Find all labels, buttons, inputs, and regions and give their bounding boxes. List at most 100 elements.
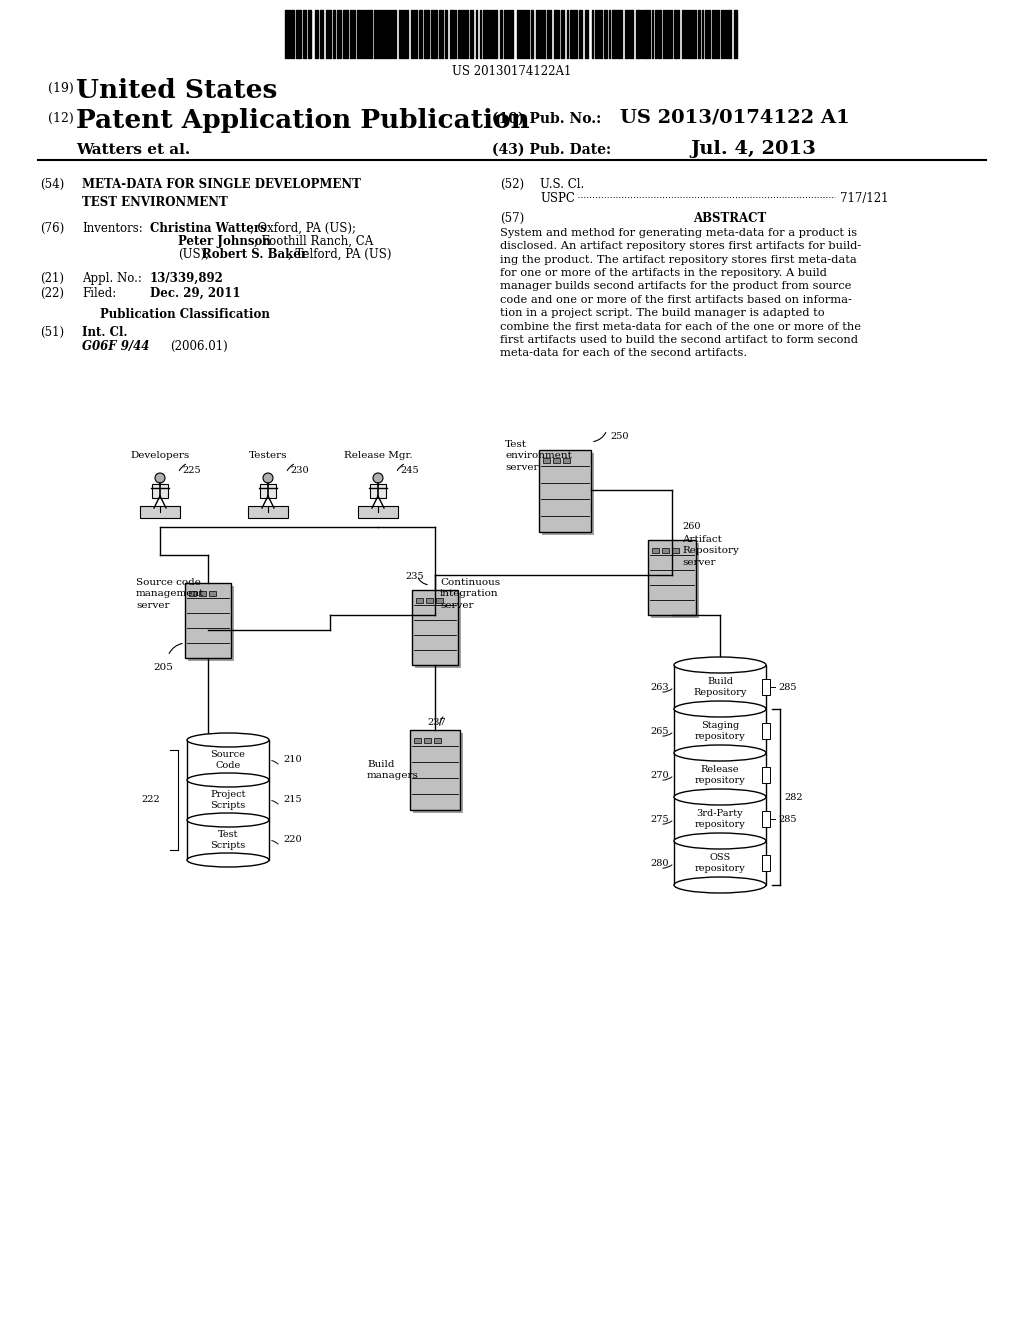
Bar [248,506,288,517]
Text: 265: 265 [650,726,669,735]
Text: 275: 275 [650,814,669,824]
Bar [187,820,269,861]
Text: (12): (12) [48,112,74,125]
Text: Filed:: Filed: [82,286,117,300]
Text: (22): (22) [40,286,63,300]
Text: Peter Johnson: Peter Johnson [178,235,271,248]
Text: Source
Code: Source Code [211,750,246,770]
FancyBboxPatch shape [412,590,458,665]
Bar [674,665,766,709]
Text: 285: 285 [778,682,797,692]
Bar [553,458,560,463]
Text: Christina Watters: Christina Watters [150,222,266,235]
Text: 235: 235 [406,572,424,581]
Bar [370,484,386,498]
Bar [426,598,433,602]
FancyBboxPatch shape [185,583,231,657]
Bar [358,506,398,517]
Ellipse shape [155,473,165,483]
Text: Jul. 4, 2013: Jul. 4, 2013 [690,140,816,158]
Ellipse shape [674,744,766,762]
Text: G06F 9/44: G06F 9/44 [82,341,150,352]
Text: 215: 215 [283,796,302,804]
Bar [674,709,766,752]
Ellipse shape [674,833,766,849]
Bar [140,506,180,517]
Ellipse shape [674,876,766,894]
Text: Publication Classification: Publication Classification [100,308,270,321]
FancyBboxPatch shape [648,540,696,615]
Text: 285: 285 [778,814,797,824]
FancyBboxPatch shape [415,593,461,668]
Text: 282: 282 [784,792,803,801]
Text: 270: 270 [650,771,669,780]
FancyBboxPatch shape [542,453,594,535]
Ellipse shape [187,813,269,828]
Text: U.S. Cl.: U.S. Cl. [540,178,585,191]
Text: (19): (19) [48,82,74,95]
Text: Robert S. Baker: Robert S. Baker [202,248,307,261]
Bar [187,780,269,820]
Text: (US);: (US); [178,248,209,261]
Text: ABSTRACT: ABSTRACT [693,213,767,224]
Bar [652,548,659,553]
FancyBboxPatch shape [651,543,699,618]
Text: Release Mgr.: Release Mgr. [344,451,413,459]
Bar [434,738,441,743]
Text: (57): (57) [500,213,524,224]
Text: Release
repository: Release repository [694,766,745,784]
Text: (52): (52) [500,178,524,191]
Bar [674,752,766,797]
Text: USPC: USPC [540,191,574,205]
Ellipse shape [187,853,269,867]
Text: US 20130174122A1: US 20130174122A1 [453,65,571,78]
Text: Test
Scripts: Test Scripts [210,830,246,850]
Bar [414,738,421,743]
Text: 250: 250 [610,432,629,441]
Bar [436,598,443,602]
Text: 220: 220 [283,836,302,845]
Text: 245: 245 [400,466,419,475]
Bar [762,723,770,739]
Bar [762,810,770,828]
Bar [563,458,570,463]
Bar [152,484,168,498]
Bar [416,598,423,602]
Text: (76): (76) [40,222,65,235]
FancyBboxPatch shape [188,586,234,661]
Bar [209,590,216,595]
Ellipse shape [263,473,273,483]
Bar [762,767,770,783]
Ellipse shape [187,733,269,747]
Text: , Foothill Ranch, CA: , Foothill Ranch, CA [254,235,374,248]
Text: Artifact
Repository
server: Artifact Repository server [682,535,739,566]
Text: Appl. No.:: Appl. No.: [82,272,142,285]
Ellipse shape [674,789,766,805]
Text: 280: 280 [650,858,669,867]
Ellipse shape [674,701,766,717]
Bar [674,841,766,884]
Text: Source code
management
server: Source code management server [136,578,205,610]
FancyBboxPatch shape [413,733,463,813]
Text: Int. Cl.: Int. Cl. [82,326,128,339]
Bar [260,484,276,498]
Text: US 2013/0174122 A1: US 2013/0174122 A1 [620,108,850,125]
Ellipse shape [674,657,766,673]
Text: (21): (21) [40,272,63,285]
Text: Inventors:: Inventors: [82,222,142,235]
Text: 230: 230 [290,466,308,475]
Text: 13/339,892: 13/339,892 [150,272,224,285]
Text: United States: United States [76,78,278,103]
Text: 210: 210 [283,755,302,764]
Text: , Oxford, PA (US);: , Oxford, PA (US); [250,222,356,235]
Bar [762,678,770,696]
Ellipse shape [187,774,269,787]
Text: Test
environment
server: Test environment server [505,440,571,471]
Text: Continuous
integration
server: Continuous integration server [440,578,500,610]
Text: Staging
repository: Staging repository [694,721,745,741]
Bar [672,548,679,553]
Text: Patent Application Publication: Patent Application Publication [76,108,529,133]
Bar [189,590,196,595]
Text: (51): (51) [40,326,65,339]
Bar [543,458,550,463]
